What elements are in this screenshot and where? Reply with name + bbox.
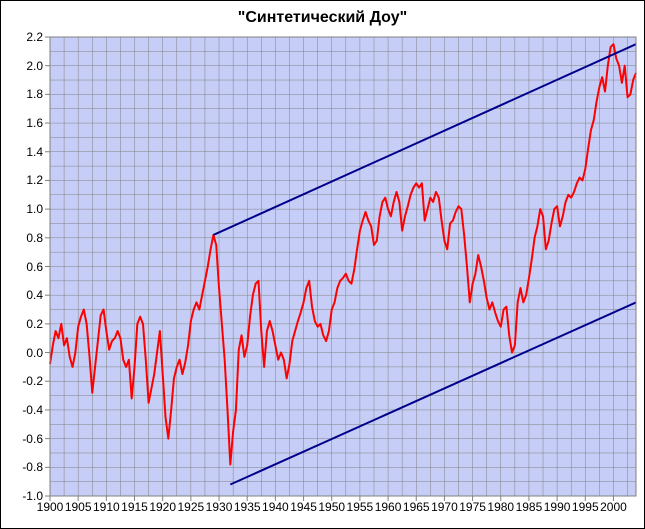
chart-container: "Синтетический Доу" -1.0-0.8-0.6-0.4-0.2… [0,0,645,529]
chart-plot-svg [1,1,644,528]
